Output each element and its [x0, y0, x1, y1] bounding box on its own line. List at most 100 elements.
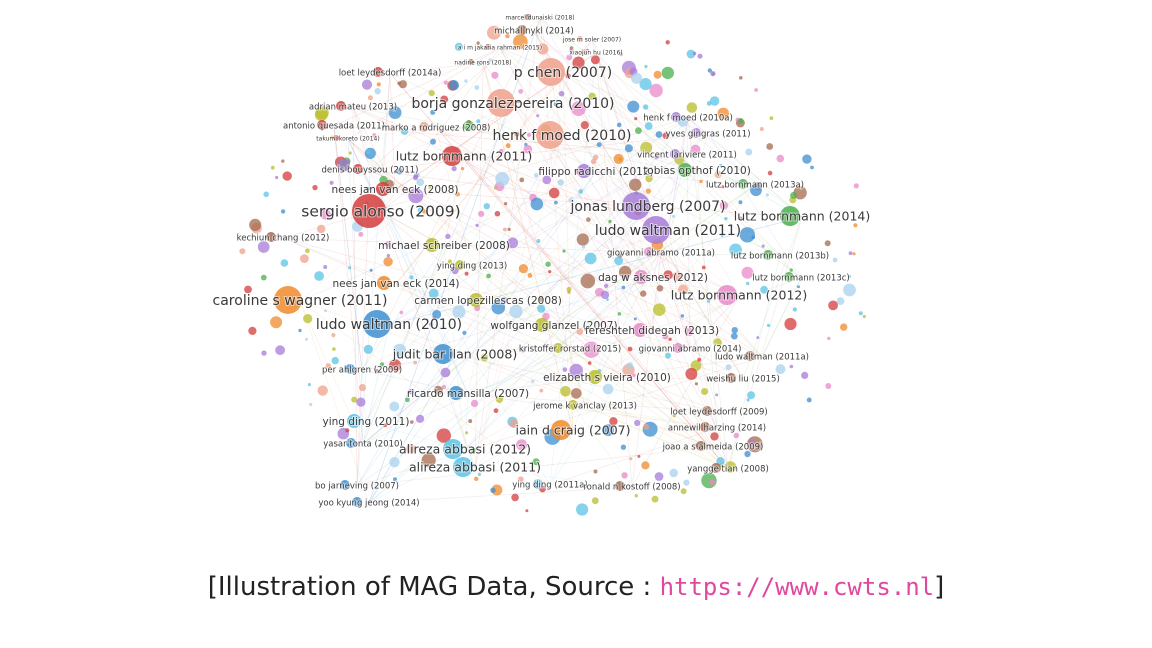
network-node-circle [551, 420, 571, 440]
network-bubble [701, 265, 706, 270]
network-bubble [421, 453, 436, 468]
network-bubble [719, 201, 729, 210]
network-node-circle [525, 14, 531, 20]
network-node: caroline s wagner (2011) [212, 286, 388, 314]
network-bubble [325, 363, 331, 369]
network-node: ronald n kostoff (2008) [582, 481, 682, 494]
network-bubble [501, 296, 508, 303]
network-edge [689, 295, 740, 350]
network-bubble [720, 233, 724, 237]
network-edge [474, 135, 563, 469]
network-bubble [654, 155, 659, 160]
network-bubble [761, 244, 765, 248]
network-edge [512, 103, 698, 172]
network-bubble [330, 135, 334, 139]
network-bubble [505, 33, 510, 39]
network-bubble [505, 143, 511, 149]
network-node-label: michal nykl (2014) [494, 27, 574, 37]
caption-source-link[interactable]: https://www.cwts.nl [659, 573, 935, 601]
network-bubble [309, 402, 313, 407]
network-node: borja gonzalezpereira (2010) [410, 89, 616, 117]
network-edge [467, 277, 802, 395]
network-bubble [739, 227, 755, 243]
network-bubble [516, 439, 528, 451]
network-node-circle [333, 135, 339, 141]
network-bubble [396, 168, 403, 175]
network-bubble [600, 290, 610, 300]
network-bubble [717, 107, 730, 120]
network-bubble [317, 385, 328, 396]
network-node-circle [745, 351, 755, 361]
network-node-circle [352, 194, 386, 228]
network-bubble [621, 472, 628, 479]
network-bubble [440, 95, 449, 104]
network-bubble [596, 142, 602, 148]
network-node-label: lutz bornmann (2013b) [731, 252, 829, 262]
network-bubble [627, 346, 633, 352]
network-node-circle [345, 364, 355, 374]
network-node-label: bo jarneving (2007) [315, 482, 399, 492]
network-node-circle [568, 400, 578, 410]
network-edge [561, 135, 756, 186]
network-edge [362, 133, 709, 445]
network-node: fereshteh didegah (2013) [584, 323, 720, 338]
network-bubble [715, 393, 719, 397]
network-bubbles [239, 25, 866, 516]
network-bubble [509, 304, 523, 318]
network-bubble [729, 243, 742, 257]
network-bubble [406, 444, 416, 454]
network-bubble [654, 472, 664, 481]
network-bubble [337, 158, 350, 172]
network-bubble [493, 408, 499, 414]
network-bubble [305, 337, 308, 341]
network-node-label: antonio quesada (2011) [283, 122, 385, 132]
network-bubble [491, 300, 506, 315]
network-node: nees jan van eck (2014) [332, 276, 460, 291]
network-bubble [665, 352, 671, 359]
network-bubble [776, 154, 785, 163]
network-node-label: weishu liu (2015) [706, 375, 780, 385]
network-edge [471, 265, 740, 297]
network-node-label: nees jan van eck (2008) [332, 184, 459, 196]
network-bubble [644, 64, 648, 69]
network-bubble [590, 158, 597, 165]
network-edge [435, 127, 473, 267]
network-node-circle [633, 323, 647, 337]
network-edge [499, 47, 718, 429]
network-edge [394, 189, 803, 218]
network-bubble [312, 184, 318, 191]
network-node: wolfgang glanzel (2007) [489, 318, 619, 333]
network-node-label: yasar tonta (2010) [323, 440, 403, 450]
network-bubble [578, 189, 583, 194]
network-bubble [257, 241, 270, 253]
network-edge [533, 30, 802, 279]
network-bubble [514, 131, 520, 137]
network-bubble [476, 62, 481, 66]
network-node-circle [363, 310, 391, 338]
network-node: bo jarneving (2007) [314, 480, 400, 493]
network-node-label: alireza abbasi (2012) [399, 442, 531, 457]
network-node-circle [485, 44, 491, 50]
network-bubble [487, 25, 501, 40]
network-bubble [668, 337, 672, 341]
network-bubble [531, 379, 535, 383]
network-bubble [789, 268, 793, 272]
network-node-label: a i m jakaria rahman (2015) [458, 45, 542, 52]
network-bubble [491, 484, 503, 496]
network-bubble [275, 175, 279, 180]
network-bubble [477, 472, 481, 477]
network-edge [687, 117, 729, 470]
network-bubble [463, 120, 475, 132]
network-node-circle [615, 481, 625, 491]
network-node-label: xiaojun hu (2016) [569, 50, 622, 57]
network-bubble [709, 479, 716, 486]
network-bubble [571, 388, 582, 399]
caption-prefix: [Illustration of MAG Data, Source : [207, 572, 660, 602]
network-bubble [810, 165, 814, 170]
network-bubble [298, 328, 302, 333]
network-bubble [447, 259, 452, 264]
network-bubble [756, 336, 760, 340]
network-bubble [789, 364, 794, 369]
network-bubble [263, 191, 270, 198]
network-bubble [365, 148, 371, 155]
